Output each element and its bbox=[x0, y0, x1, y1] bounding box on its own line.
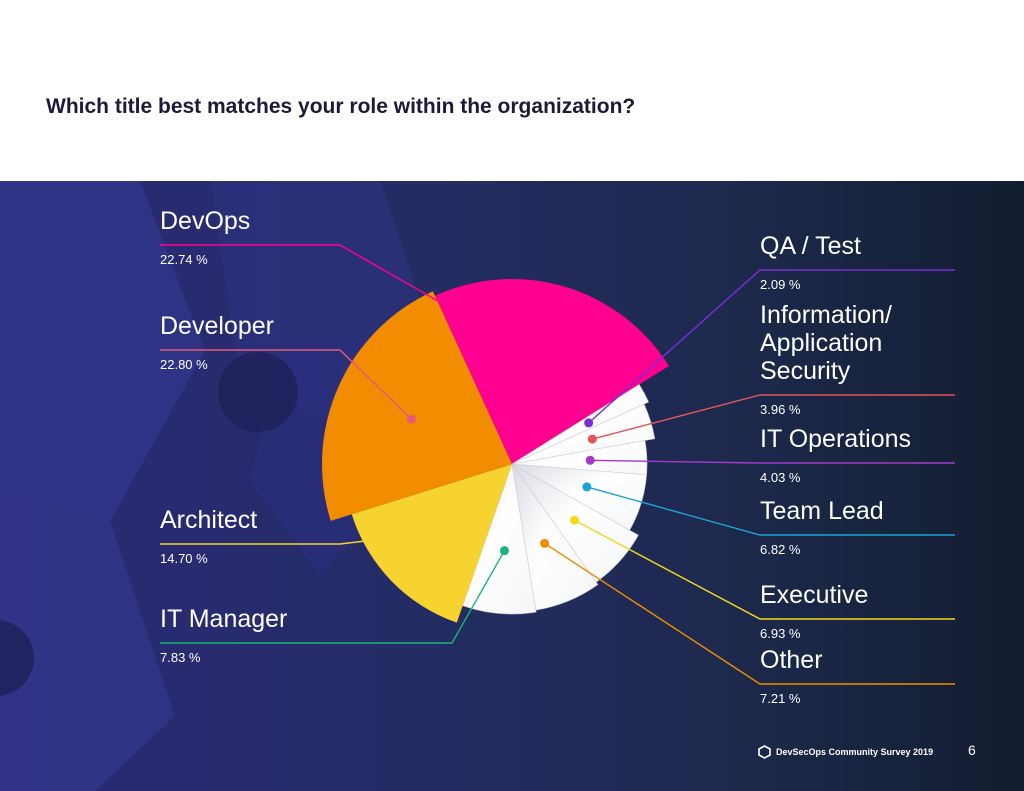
value-information-application-security: 3.96 % bbox=[760, 402, 801, 417]
slice-architect bbox=[351, 464, 512, 623]
label-it-operations: IT Operations bbox=[760, 425, 911, 453]
value-it-operations: 4.03 % bbox=[760, 470, 801, 485]
slice-it-manager bbox=[462, 463, 537, 615]
hexagon-logo-icon bbox=[758, 745, 771, 759]
chart-panel: DevOps 22.74 % QA / Test 2.09 % Information/… bbox=[0, 181, 1024, 791]
leader-other bbox=[544, 542, 955, 685]
label-information-application-security-line-1: Information/ bbox=[760, 301, 892, 329]
label-architect: Architect bbox=[160, 506, 257, 534]
leader-lines bbox=[160, 244, 955, 685]
leader-it-operations bbox=[590, 459, 955, 464]
slice-devops bbox=[434, 279, 669, 464]
pie-chart: DevOps 22.74 % QA / Test 2.09 % Information/… bbox=[160, 207, 955, 706]
leader-qa-test bbox=[588, 269, 955, 424]
leader-team-lead bbox=[586, 486, 955, 536]
value-team-lead: 6.82 % bbox=[760, 542, 801, 557]
marker-team-lead bbox=[582, 482, 592, 492]
marker-it-operations bbox=[585, 455, 595, 465]
leader-architect bbox=[160, 531, 443, 545]
marker-it-manager bbox=[499, 546, 509, 556]
page-title: Which title best matches your role withi… bbox=[46, 95, 636, 118]
marker-developer bbox=[406, 414, 416, 424]
leader-it-manager bbox=[160, 550, 506, 644]
label-information-application-security-line-3: Security bbox=[760, 357, 851, 385]
chart-labels: DevOps 22.74 % QA / Test 2.09 % Information/… bbox=[160, 207, 911, 706]
footer: DevSecOps Community Survey 2019 bbox=[758, 744, 933, 760]
value-qa-test: 2.09 % bbox=[760, 277, 801, 292]
slice-qa-test bbox=[511, 384, 649, 465]
leader-developer bbox=[160, 349, 412, 420]
marker-devops bbox=[538, 356, 548, 366]
marker-executive bbox=[570, 515, 580, 525]
value-developer: 22.80 % bbox=[160, 357, 208, 372]
leader-executive bbox=[574, 519, 955, 620]
pie-slices bbox=[322, 279, 669, 623]
value-devops: 22.74 % bbox=[160, 252, 208, 267]
leader-information-application-security bbox=[592, 394, 955, 440]
value-it-manager: 7.83 % bbox=[160, 650, 201, 665]
footer-text: DevSecOps Community Survey 2019 bbox=[776, 747, 934, 757]
marker-information-application-security bbox=[587, 434, 597, 444]
page-number: 6 bbox=[968, 742, 976, 758]
label-devops: DevOps bbox=[160, 207, 250, 235]
slice-developer bbox=[322, 291, 512, 521]
label-team-lead: Team Lead bbox=[760, 497, 884, 525]
label-executive: Executive bbox=[760, 581, 868, 609]
value-executive: 6.93 % bbox=[760, 626, 801, 641]
label-other: Other bbox=[760, 646, 823, 674]
leader-devops bbox=[160, 244, 544, 362]
value-architect: 14.70 % bbox=[160, 551, 208, 566]
value-other: 7.21 % bbox=[760, 691, 801, 706]
label-information-application-security-line-2: Application bbox=[760, 329, 882, 357]
label-developer: Developer bbox=[160, 312, 274, 340]
label-it-manager: IT Manager bbox=[160, 605, 287, 633]
marker-other bbox=[540, 538, 550, 548]
slice-information-application-security bbox=[511, 403, 656, 465]
label-qa-test: QA / Test bbox=[760, 232, 861, 260]
marker-architect bbox=[437, 527, 447, 537]
marker-qa-test bbox=[584, 418, 594, 428]
